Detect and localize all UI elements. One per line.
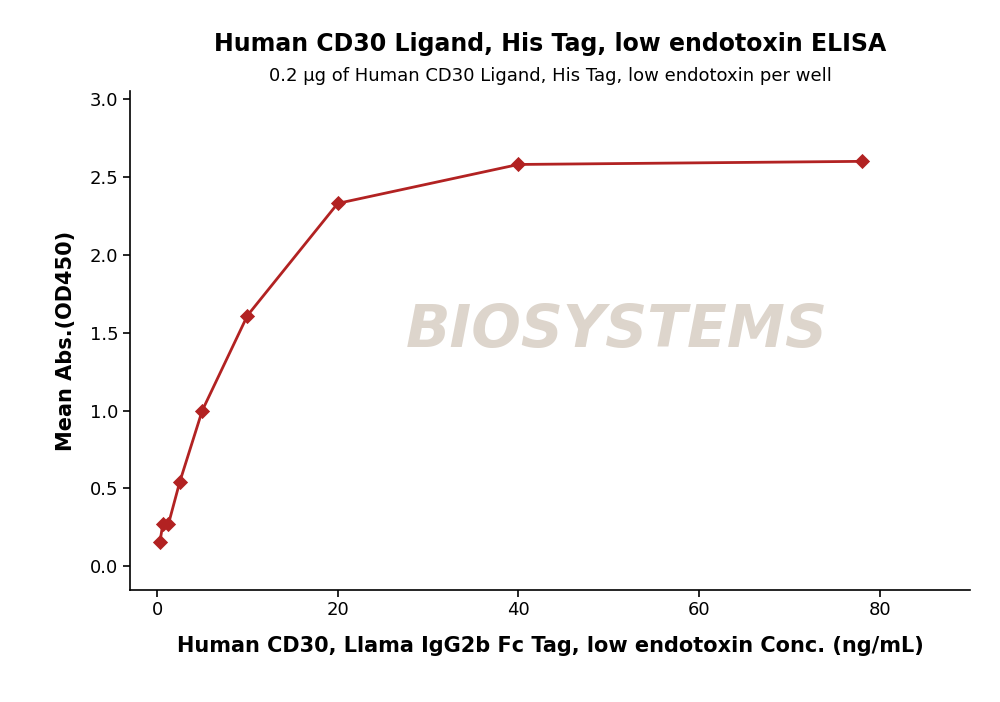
- Point: [194, 405, 210, 416]
- X-axis label: Human CD30, Llama IgG2b Fc Tag, low endotoxin Conc. (ng/mL): Human CD30, Llama IgG2b Fc Tag, low endo…: [177, 636, 923, 656]
- Point: [330, 198, 346, 209]
- Point: [239, 310, 255, 321]
- Point: [160, 519, 176, 530]
- Y-axis label: Mean Abs.(OD450): Mean Abs.(OD450): [56, 230, 76, 451]
- Point: [854, 156, 870, 167]
- Text: 0.2 μg of Human CD30 Ligand, His Tag, low endotoxin per well: 0.2 μg of Human CD30 Ligand, His Tag, lo…: [269, 67, 831, 85]
- Point: [510, 159, 526, 170]
- Text: BIOSYSTEMS: BIOSYSTEMS: [406, 302, 828, 359]
- Point: [172, 477, 188, 488]
- Text: Human CD30 Ligand, His Tag, low endotoxin ELISA: Human CD30 Ligand, His Tag, low endotoxi…: [214, 32, 886, 55]
- Point: [155, 519, 171, 530]
- Point: [152, 536, 168, 548]
